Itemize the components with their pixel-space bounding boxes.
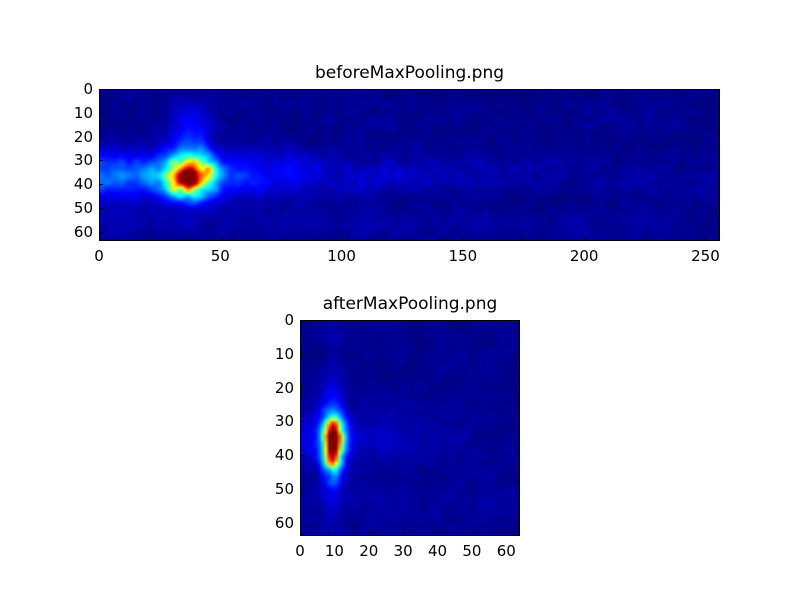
x-tick-before-max-pooling xyxy=(341,237,343,241)
x-ticklabel-before-max-pooling: 250 xyxy=(691,247,720,265)
x-ticklabel-before-max-pooling: 0 xyxy=(94,247,104,265)
y-tick-before-max-pooling xyxy=(99,112,103,114)
x-tick-after-max-pooling xyxy=(334,532,336,536)
y-ticklabel-before-max-pooling: 20 xyxy=(73,127,93,146)
y-tick-before-max-pooling xyxy=(99,160,103,162)
x-ticklabel-after-max-pooling: 40 xyxy=(427,542,448,560)
plot-before-max-pooling: beforeMaxPooling.png 0 50 100 150 200 250 0 10 2… xyxy=(74,63,720,265)
x-ticklabel-after-max-pooling: 60 xyxy=(496,542,516,560)
plot-title-after: afterMaxPooling.png xyxy=(322,294,498,314)
x-tick-before-max-pooling xyxy=(584,237,586,241)
y-tick-after-max-pooling xyxy=(300,522,304,524)
y-ticklabel-after-max-pooling: 0 xyxy=(284,311,294,329)
x-ticklabel-before-max-pooling: 50 xyxy=(210,247,230,265)
x-tick-before-max-pooling xyxy=(705,237,707,241)
y-tick-after-max-pooling xyxy=(300,387,304,389)
y-tick-after-max-pooling xyxy=(300,488,304,490)
y-ticklabel-after-max-pooling: 10 xyxy=(274,344,294,363)
plot-after-max-pooling: afterMaxPooling.png 0 10 20 30 40 50 60 0 10 20 30… xyxy=(275,294,520,560)
y-ticklabel-before-max-pooling: 60 xyxy=(73,222,93,241)
x-tick-after-max-pooling xyxy=(437,532,439,536)
y-tick-after-max-pooling xyxy=(300,353,304,355)
x-ticklabel-before-max-pooling: 100 xyxy=(327,247,356,265)
y-ticklabel-before-max-pooling: 50 xyxy=(73,198,93,217)
y-tick-before-max-pooling xyxy=(99,231,103,233)
y-tick-after-max-pooling xyxy=(300,320,304,321)
x-tick-after-max-pooling xyxy=(471,532,473,536)
y-ticklabel-before-max-pooling: 40 xyxy=(73,175,93,193)
x-ticklabel-after-max-pooling: 30 xyxy=(393,542,413,560)
x-tick-after-max-pooling xyxy=(300,532,301,536)
y-tick-before-max-pooling xyxy=(99,207,103,209)
y-tick-after-max-pooling xyxy=(300,421,304,423)
y-ticklabel-after-max-pooling: 30 xyxy=(274,412,294,431)
x-tick-before-max-pooling xyxy=(220,237,222,241)
y-ticklabel-after-max-pooling: 50 xyxy=(274,479,294,498)
plot-title-before: beforeMaxPooling.png xyxy=(314,63,505,83)
y-tick-before-max-pooling xyxy=(99,184,103,185)
x-ticklabel-after-max-pooling: 10 xyxy=(324,542,344,560)
heatmap-image-before xyxy=(99,89,720,241)
heatmap-image-after xyxy=(300,320,520,536)
x-tick-before-max-pooling xyxy=(462,237,464,241)
x-ticklabel-before-max-pooling: 150 xyxy=(448,247,478,265)
y-ticklabel-before-max-pooling: 0 xyxy=(83,80,93,98)
y-ticklabel-before-max-pooling: 30 xyxy=(73,151,93,170)
x-tick-after-max-pooling xyxy=(506,532,508,536)
x-ticklabel-after-max-pooling: 50 xyxy=(462,542,482,560)
x-ticklabel-after-max-pooling: 20 xyxy=(359,542,379,560)
y-ticklabel-after-max-pooling: 60 xyxy=(274,513,294,532)
x-tick-before-max-pooling xyxy=(99,237,100,241)
axes-frame-after xyxy=(300,320,520,536)
y-ticklabel-before-max-pooling: 10 xyxy=(73,103,93,122)
x-tick-after-max-pooling xyxy=(403,532,405,536)
y-ticklabel-after-max-pooling: 20 xyxy=(274,378,294,397)
y-tick-before-max-pooling xyxy=(99,89,103,90)
y-tick-before-max-pooling xyxy=(99,136,103,138)
x-ticklabel-before-max-pooling: 200 xyxy=(569,247,599,265)
y-ticklabel-after-max-pooling: 40 xyxy=(274,446,294,464)
y-tick-after-max-pooling xyxy=(300,455,304,456)
axes-frame-before xyxy=(99,89,720,241)
x-tick-after-max-pooling xyxy=(368,532,370,536)
x-ticklabel-after-max-pooling: 0 xyxy=(295,542,305,560)
